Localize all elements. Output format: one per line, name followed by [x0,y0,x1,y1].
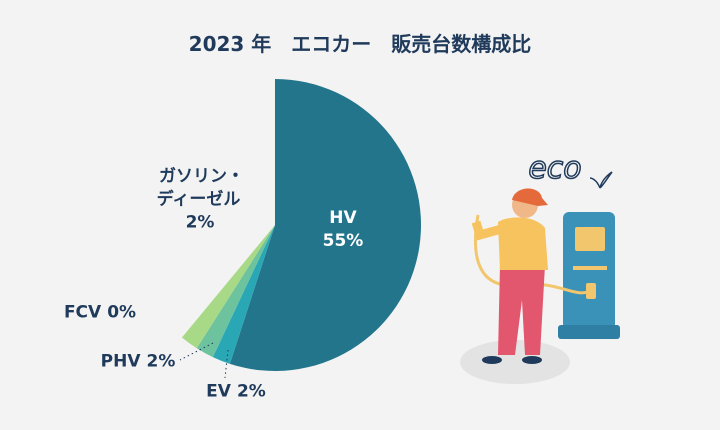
value-label: 2% [236,381,266,402]
illustration: eco [460,150,620,384]
eco-text: eco [528,151,581,186]
pie-slice [229,79,421,371]
category-label: PHV [100,351,141,372]
pie-slice [181,225,275,349]
pie-slice [196,225,275,358]
slice-label: HV 55% [320,207,367,253]
slice-label: FCV 0% [61,302,139,325]
pants [498,265,545,355]
charger-base [558,325,620,339]
leader-line [179,342,214,361]
hair [512,188,548,206]
charger-screen [575,227,605,251]
shoe [482,356,502,364]
value-label: 0% [107,302,137,323]
shirt [498,217,548,270]
slice-label: ガソリン・ ディーゼル 2% [156,166,244,235]
category-label: FCV [63,302,102,323]
plug [586,283,596,299]
pie-slice [212,225,275,364]
slice-label: PHV 2% [98,351,179,374]
value-label: 2% [146,351,176,372]
category-label: EV [206,381,231,402]
category-label: ガソリン・ ディーゼル [156,166,244,210]
sprout [589,171,613,189]
pie [181,79,421,371]
slice-label: EV 2% [203,381,269,404]
charger-slot [573,266,607,270]
shadow [460,340,570,384]
chart-title: 2023 年 エコカー 販売台数構成比 [188,32,532,56]
arm [471,220,507,241]
category-label: HV [329,208,357,228]
value-label: 2% [185,212,215,233]
value-label: 55% [322,231,364,251]
shoe [522,356,542,364]
leader-line [224,349,229,379]
